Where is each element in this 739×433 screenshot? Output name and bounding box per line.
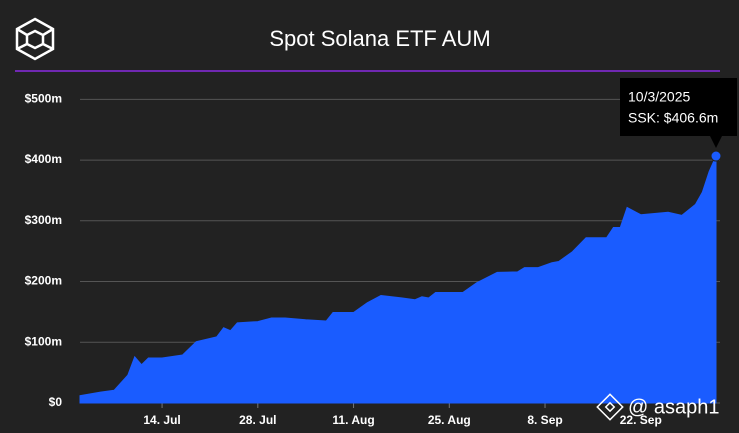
x-tick-label: 11. Aug xyxy=(332,413,374,427)
hover-point xyxy=(710,150,722,162)
y-tick-label: $100m xyxy=(25,334,62,348)
y-tick-label: $0 xyxy=(49,395,63,409)
chart-title: Spot Solana ETF AUM xyxy=(269,26,490,51)
x-tick-label: 14. Jul xyxy=(143,413,180,427)
x-tick-label: 8. Sep xyxy=(527,413,562,427)
tooltip-date: 10/3/2025 xyxy=(628,89,690,105)
y-tick-label: $400m xyxy=(25,152,62,166)
y-tick-label: $500m xyxy=(25,92,62,106)
y-tick-label: $300m xyxy=(25,213,62,227)
watermark-group: @ asaph1 xyxy=(596,393,719,421)
watermark: @ asaph1 xyxy=(628,396,719,418)
x-tick-label: 28. Jul xyxy=(239,413,276,427)
x-tick-label: 22. Sep xyxy=(620,413,662,427)
tooltip-box xyxy=(620,78,737,149)
x-tick-label: 25. Aug xyxy=(428,413,471,427)
area xyxy=(79,155,717,404)
y-tick-label: $200m xyxy=(25,274,62,288)
tooltip: 10/3/2025 SSK: $406.6m xyxy=(620,78,737,149)
logo xyxy=(15,17,55,61)
tooltip-value: SSK: $406.6m xyxy=(628,110,718,126)
watermark-icon xyxy=(596,393,624,421)
